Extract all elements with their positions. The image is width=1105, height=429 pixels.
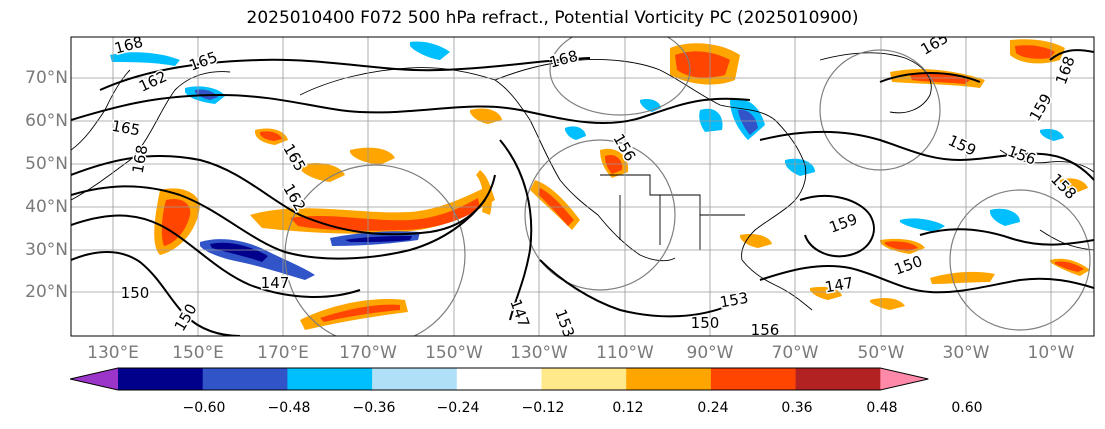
lon-label: 70°W xyxy=(771,343,819,363)
colorbar-tick-label: −0.12 xyxy=(521,400,565,416)
lon-label: 170°E xyxy=(257,343,309,363)
lat-label: 50°N xyxy=(25,154,68,174)
colorbar-extend-high xyxy=(880,368,929,390)
colorbar-segment xyxy=(795,368,881,390)
lon-label: 110°W xyxy=(596,343,654,363)
contour-label: 150 xyxy=(691,314,720,332)
colorbar-segment xyxy=(456,368,542,390)
colorbar-tick-label: −0.60 xyxy=(182,400,226,416)
colorbar-segment xyxy=(372,368,458,390)
lon-label: 130°E xyxy=(87,343,139,363)
lon-label: 30°W xyxy=(942,343,990,363)
colorbar-segment xyxy=(626,368,712,390)
lon-label: 90°W xyxy=(686,343,734,363)
colorbar-segment xyxy=(287,368,373,390)
colorbar-segment xyxy=(202,368,288,390)
lat-label: 40°N xyxy=(25,197,68,217)
lat-label: 60°N xyxy=(25,111,68,131)
coastlines xyxy=(71,52,1094,311)
colorbar xyxy=(70,367,929,391)
colorbar-tick-label: 0.12 xyxy=(612,400,644,416)
map-title: 2025010400 F072 500 hPa refract., Potent… xyxy=(246,8,859,28)
colorbar-tick-label: 0.36 xyxy=(781,400,813,416)
map-background xyxy=(71,37,1094,336)
colorbar-tick-label: 0.24 xyxy=(697,400,729,416)
height-contours xyxy=(71,49,1094,336)
lat-label: 30°N xyxy=(25,240,68,260)
colorbar-segment xyxy=(541,368,627,390)
colorbar-tick-label: −0.24 xyxy=(436,400,480,416)
lat-label: 20°N xyxy=(25,282,68,302)
contour-label: 153 xyxy=(718,289,749,312)
map-frame xyxy=(70,36,1095,337)
contour-label: 150 xyxy=(121,284,150,302)
colorbar-tick-label: −0.48 xyxy=(267,400,311,416)
lon-label: 130°W xyxy=(510,343,568,363)
colorbar-segment xyxy=(118,368,204,390)
colorbar-tick-label: 0.48 xyxy=(866,400,898,416)
contour-label: 147 xyxy=(261,274,290,292)
lon-label: 170°W xyxy=(339,343,397,363)
pc-circles xyxy=(284,37,1091,336)
colorbar-tick-label: −0.36 xyxy=(352,400,396,416)
colorbar-segment xyxy=(710,368,797,390)
colorbar-tick-label: 0.60 xyxy=(951,400,983,416)
lon-label: 10°W xyxy=(1027,343,1075,363)
lon-label: 150°E xyxy=(172,343,224,363)
colorbar-outline xyxy=(70,367,929,391)
lon-label: 150°W xyxy=(425,343,483,363)
colorbar-extend-low xyxy=(70,368,118,390)
lat-label: 70°N xyxy=(25,68,68,88)
lon-label: 50°W xyxy=(857,343,905,363)
contour-label: 156 xyxy=(751,321,780,339)
